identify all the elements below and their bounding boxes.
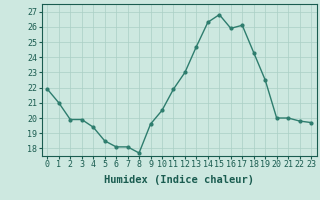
- X-axis label: Humidex (Indice chaleur): Humidex (Indice chaleur): [104, 175, 254, 185]
